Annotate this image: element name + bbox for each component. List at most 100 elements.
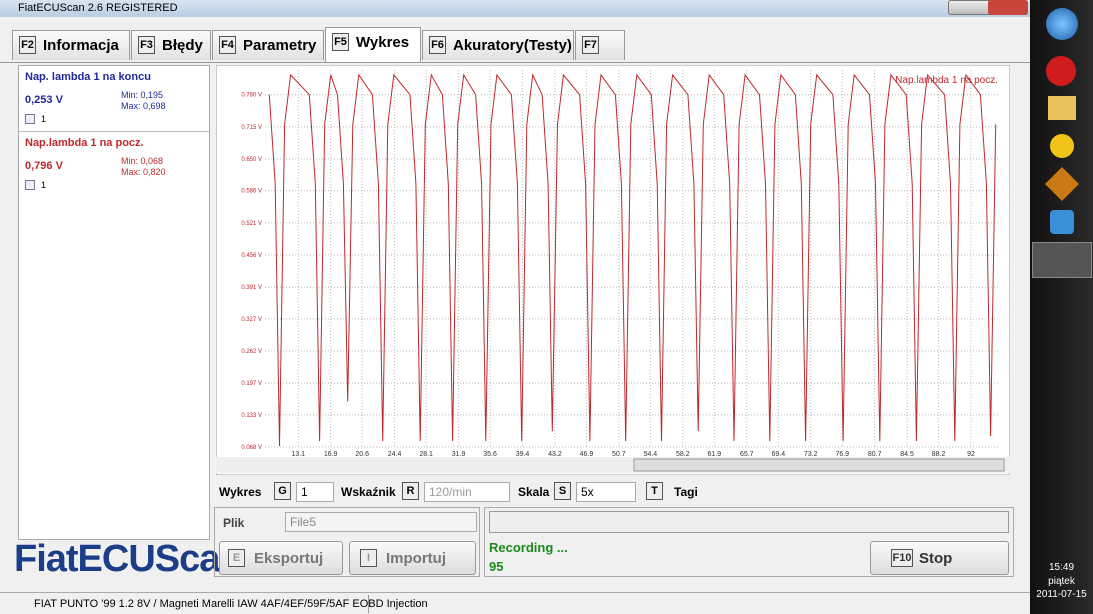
checkbox[interactable] <box>25 114 35 124</box>
divider <box>19 131 209 132</box>
app-icon[interactable] <box>1048 96 1076 120</box>
tab[interactable]: F2 Informacja <box>12 30 130 60</box>
export-button[interactable]: E Eksportuj <box>219 541 343 575</box>
key: I <box>360 549 377 567</box>
clock-day: piątek <box>1048 576 1075 587</box>
chart: 0.068 V 0.133 V 0.197 V 0.262 V 0.327 V 0.391… <box>216 65 1010 475</box>
y-tick-label: 0.521 V <box>241 221 262 227</box>
close-button[interactable] <box>988 0 1028 15</box>
title-bar: FiatECUScan 2.6 REGISTERED <box>0 0 1030 17</box>
tab-label: Błędy <box>162 37 203 54</box>
y-tick-label: 0.586 V <box>241 189 262 195</box>
tab-label: Informacja <box>43 37 119 54</box>
x-tick-label: 31.9 <box>452 451 466 458</box>
import-text: Importuj <box>386 550 446 567</box>
tab[interactable]: F7 <box>575 30 625 60</box>
x-tick-label: 61.9 <box>708 451 722 458</box>
legend-entry: Nap.lambda 1 na pocz. <box>895 75 998 86</box>
key: S <box>554 482 571 500</box>
param-min: Min: 0,195 <box>121 90 164 100</box>
param-value: 0,253 V <box>25 94 63 106</box>
tab-key: F5 <box>332 33 349 51</box>
app-icon[interactable] <box>1045 167 1079 201</box>
app-icon[interactable] <box>1046 56 1076 86</box>
x-tick-label: 13.1 <box>291 451 305 458</box>
tab[interactable]: F3 Błędy <box>131 30 211 60</box>
tab-bar: F2 Informacja F3 Błędy F4 Parametry F5 Wykres F6… <box>0 17 1030 63</box>
combo[interactable]: 1 <box>296 482 334 502</box>
recording: Recording ... <box>489 540 568 555</box>
x-tick-label: 73.2 <box>804 451 818 458</box>
y-tick-label: 0.068 V <box>241 445 262 451</box>
stop-text: Stop <box>919 550 953 567</box>
x-tick-label: 88.2 <box>932 451 946 458</box>
param-min: Min: 0,068 <box>121 156 164 166</box>
combo[interactable]: 5x <box>576 482 636 502</box>
tab-key: F6 <box>429 36 446 54</box>
tab-key: F2 <box>19 36 36 54</box>
key[interactable]: T <box>646 482 663 500</box>
controls: Wykres G 1 Wskaźnik R 120/min Skala S 5x… <box>216 480 1016 504</box>
y-tick-label: 0.391 V <box>241 285 262 291</box>
scroll-thumb[interactable] <box>633 458 1005 472</box>
progress <box>489 511 1009 533</box>
stop-button[interactable]: F10 Stop <box>870 541 1009 575</box>
x-tick-label: 69.4 <box>771 451 785 458</box>
line <box>268 73 997 447</box>
clock-time: 15:49 <box>1048 562 1075 573</box>
tab-key: F3 <box>138 36 155 54</box>
param-max: Max: 0,698 <box>121 101 166 111</box>
tab-key: F7 <box>582 36 599 54</box>
statusbar-text: FIAT PUNTO '99 1.2 8V / Magneti Marelli … <box>34 598 428 610</box>
x-tick-label: 16.9 <box>324 451 338 458</box>
x-tick-label: 58.2 <box>676 451 690 458</box>
logo: FiatECUScan <box>14 538 243 580</box>
separator <box>368 595 369 613</box>
x-tick-label: 24.4 <box>388 451 402 458</box>
clock-date: 2011-07-15 <box>1036 589 1087 600</box>
tab-label: Akuratory(Testy) <box>453 37 572 54</box>
tab[interactable]: F4 Parametry <box>212 30 324 60</box>
y-tick-label: 0.262 V <box>241 349 262 355</box>
y-tick-label: 0.456 V <box>241 253 262 259</box>
tab-label: Wykres <box>356 34 410 51</box>
x-tick-label: 54.4 <box>644 451 658 458</box>
param-name: Nap. lambda 1 na koncu <box>25 71 151 83</box>
param-panel: Nap. lambda 1 na koncu 0,253 V Min: 0,195 M… <box>18 65 210 540</box>
key: G <box>274 482 291 500</box>
taskbar: 15:49 piątek 2011-07-15 <box>1030 0 1093 614</box>
x-tick-label: 28.1 <box>419 451 433 458</box>
file-label: Plik <box>223 516 245 530</box>
app-icon[interactable] <box>1050 134 1074 158</box>
key: F10 <box>891 549 913 567</box>
param-check-label: 1 <box>41 114 47 124</box>
param-max: Max: 0,820 <box>121 167 166 177</box>
param-check-label: 1 <box>41 180 47 190</box>
combo[interactable]: 120/min <box>424 482 510 502</box>
app-icon[interactable] <box>1050 210 1074 234</box>
tab[interactable]: F5 Wykres <box>325 27 421 63</box>
x-tick-label: 35.6 <box>483 451 497 458</box>
x-tick-label: 43.2 <box>548 451 562 458</box>
window-title: FiatECUScan 2.6 REGISTERED <box>18 2 178 14</box>
import-button[interactable]: I Importuj <box>349 541 476 575</box>
x-tick-label: 20.6 <box>355 451 369 458</box>
tab-label: Parametry <box>243 37 317 54</box>
x-tick-label: 92 <box>967 451 975 458</box>
file-panel: Plik File5 E Eksportuj I Importuj <box>214 507 480 577</box>
wykres-label: Wykres <box>219 485 262 499</box>
app-icon[interactable] <box>1032 242 1092 278</box>
tab[interactable]: F6 Akuratory(Testy) <box>422 30 574 60</box>
file-combo[interactable]: File5 <box>285 512 477 532</box>
export-text: Eksportuj <box>254 550 324 567</box>
x-tick-label: 84.5 <box>900 451 914 458</box>
count: 95 <box>489 559 504 574</box>
x-tick-label: 80.7 <box>868 451 882 458</box>
start-button[interactable] <box>1046 8 1078 40</box>
key: R <box>402 482 419 500</box>
status-panel: Recording ... 95 F10 Stop <box>484 507 1014 577</box>
chart-frame <box>216 65 1010 475</box>
checkbox[interactable] <box>25 180 35 190</box>
y-tick-label: 0.327 V <box>241 317 262 323</box>
